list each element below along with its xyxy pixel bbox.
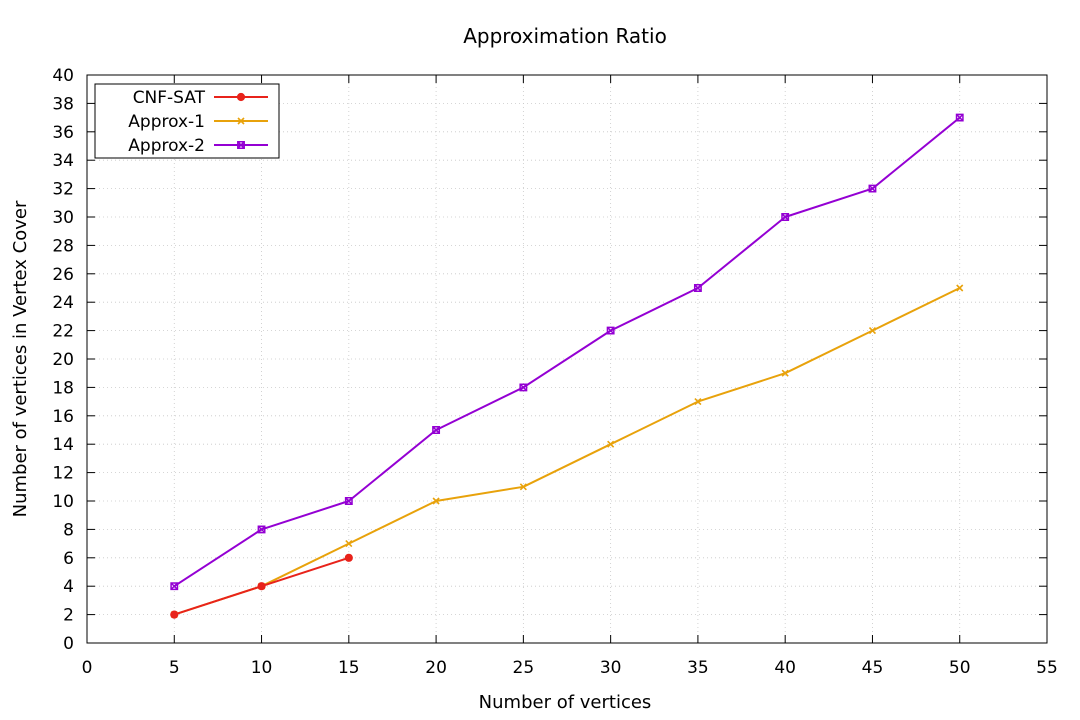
legend-marker-approx-2 (237, 141, 245, 149)
y-tick-label: 0 (63, 634, 74, 654)
y-tick-label: 14 (52, 435, 74, 455)
data-point-approx-1 (868, 327, 877, 335)
x-tick-label: 45 (862, 658, 884, 678)
data-point-cnf-sat (170, 610, 179, 619)
legend-label-approx-2: Approx-2 (128, 136, 205, 156)
data-point-approx-2 (781, 213, 790, 221)
x-tick-label: 5 (169, 658, 180, 678)
x-tick-label: 40 (774, 658, 796, 678)
data-point-approx-2 (955, 113, 964, 122)
x-tick-label: 20 (425, 658, 447, 678)
y-tick-label: 24 (52, 293, 74, 313)
legend-label-cnf-sat: CNF-SAT (133, 88, 206, 108)
y-tick-label: 12 (52, 464, 74, 484)
data-point-approx-2 (519, 383, 528, 392)
data-point-approx-2 (344, 497, 353, 505)
y-tick-label: 4 (63, 577, 74, 597)
y-tick-label: 38 (52, 94, 74, 114)
data-point-approx-1 (956, 284, 964, 292)
data-point-approx-2 (170, 582, 179, 591)
x-tick-label: 15 (338, 658, 360, 678)
x-axis-title: Number of vertices (479, 692, 652, 713)
legend-marker-cnf-sat (236, 92, 246, 102)
y-tick-label: 22 (52, 322, 74, 342)
x-tick-label: 25 (513, 658, 535, 678)
y-tick-label: 28 (52, 236, 74, 256)
y-tick-label: 8 (63, 520, 74, 540)
legend-label-approx-1: Approx-1 (128, 112, 205, 132)
y-tick-label: 26 (52, 265, 74, 285)
y-tick-label: 16 (52, 407, 74, 427)
y-axis-title: Number of vertices in Vertex Cover (10, 200, 31, 517)
y-tick-label: 20 (52, 350, 74, 370)
x-tick-label: 30 (600, 658, 622, 678)
y-tick-label: 40 (52, 66, 74, 86)
data-point-approx-2 (432, 426, 441, 434)
series-lines (170, 113, 964, 619)
data-point-approx-2 (868, 184, 877, 193)
data-point-approx-1 (519, 483, 527, 491)
x-tick-label: 55 (1036, 658, 1058, 678)
x-tick-label: 50 (949, 658, 971, 678)
series-line-approx-1 (173, 287, 961, 616)
data-point-approx-1 (694, 398, 702, 406)
series-line-approx-2 (173, 116, 961, 588)
data-point-approx-1 (607, 440, 615, 448)
legend-item-approx-2: Approx-2 (128, 136, 268, 156)
series-approx-2 (170, 113, 964, 591)
y-tick-label: 10 (52, 492, 74, 512)
x-tick-label: 0 (82, 658, 93, 678)
data-point-approx-2 (257, 525, 266, 534)
series-approx-1 (170, 284, 964, 619)
legend-item-approx-1: Approx-1 (128, 112, 268, 132)
data-point-approx-2 (693, 284, 702, 292)
x-tick-label: 35 (687, 658, 709, 678)
chart-title: Approximation Ratio (463, 24, 667, 48)
y-tick-label: 18 (52, 378, 74, 398)
series-cnf-sat (170, 553, 353, 619)
data-point-approx-1 (432, 497, 440, 505)
legend-item-cnf-sat: CNF-SAT (133, 88, 268, 108)
axis-ticks: 0 5 10 15 20 25 30 35 40 45 50 55024681012141618202… (52, 66, 1057, 678)
y-tick-label: 6 (63, 549, 74, 569)
y-tick-label: 30 (52, 208, 74, 228)
y-tick-label: 36 (52, 123, 74, 143)
data-point-approx-1 (781, 369, 789, 377)
data-point-approx-1 (345, 540, 353, 548)
y-tick-label: 32 (52, 180, 74, 200)
data-point-cnf-sat (257, 582, 266, 591)
y-tick-label: 2 (63, 606, 74, 626)
y-tick-label: 34 (52, 151, 74, 171)
x-tick-label: 10 (251, 658, 273, 678)
data-point-cnf-sat (344, 553, 353, 562)
legend: CNF-SAT Approx-1 Approx-2 (94, 83, 280, 159)
legend-marker-approx-1 (237, 117, 245, 125)
data-point-approx-2 (606, 326, 615, 335)
